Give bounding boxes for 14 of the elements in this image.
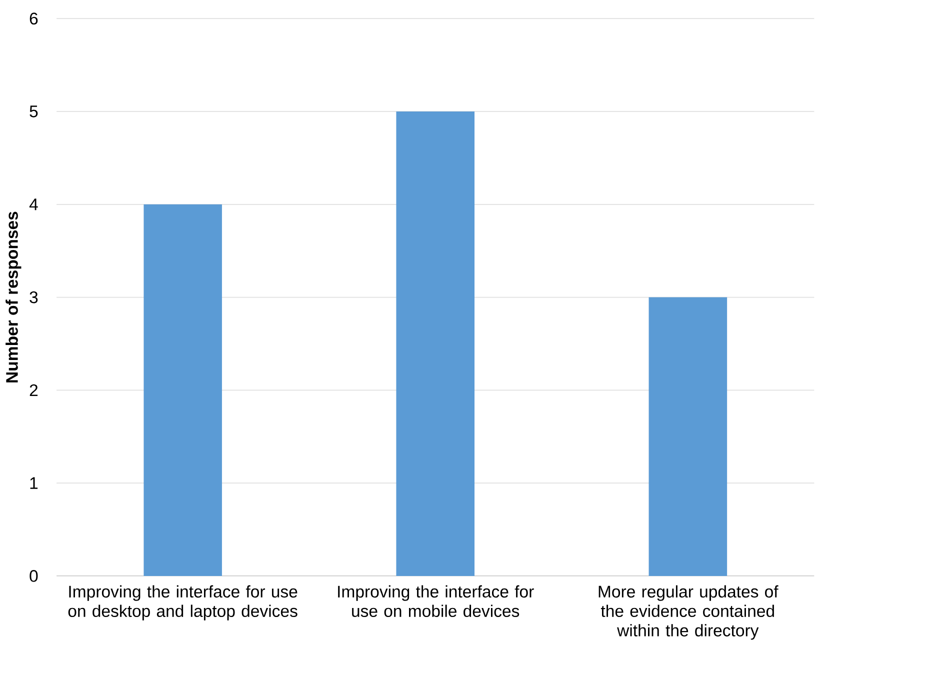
x-tick-label: Improving the interface for use on desktop and laptop devices bbox=[68, 585, 298, 620]
y-tick-label: 1 bbox=[30, 477, 38, 489]
bar bbox=[144, 204, 222, 576]
y-tick-label: 4 bbox=[29, 198, 38, 210]
bar bbox=[648, 297, 728, 576]
y-tick-label: 2 bbox=[30, 384, 38, 396]
y-tick-label: 3 bbox=[30, 291, 38, 304]
y-tick-label: 0 bbox=[30, 570, 38, 582]
y-tick-label: 5 bbox=[30, 106, 38, 118]
bar bbox=[396, 111, 475, 576]
y-axis-title: Number of responses bbox=[6, 212, 22, 382]
x-tick-label: Improving the interface for use on mobile devices bbox=[338, 585, 534, 617]
y-tick-label: 6 bbox=[30, 12, 38, 24]
x-tick-label: More regular updates of the evidence contained within the directory bbox=[598, 585, 778, 640]
